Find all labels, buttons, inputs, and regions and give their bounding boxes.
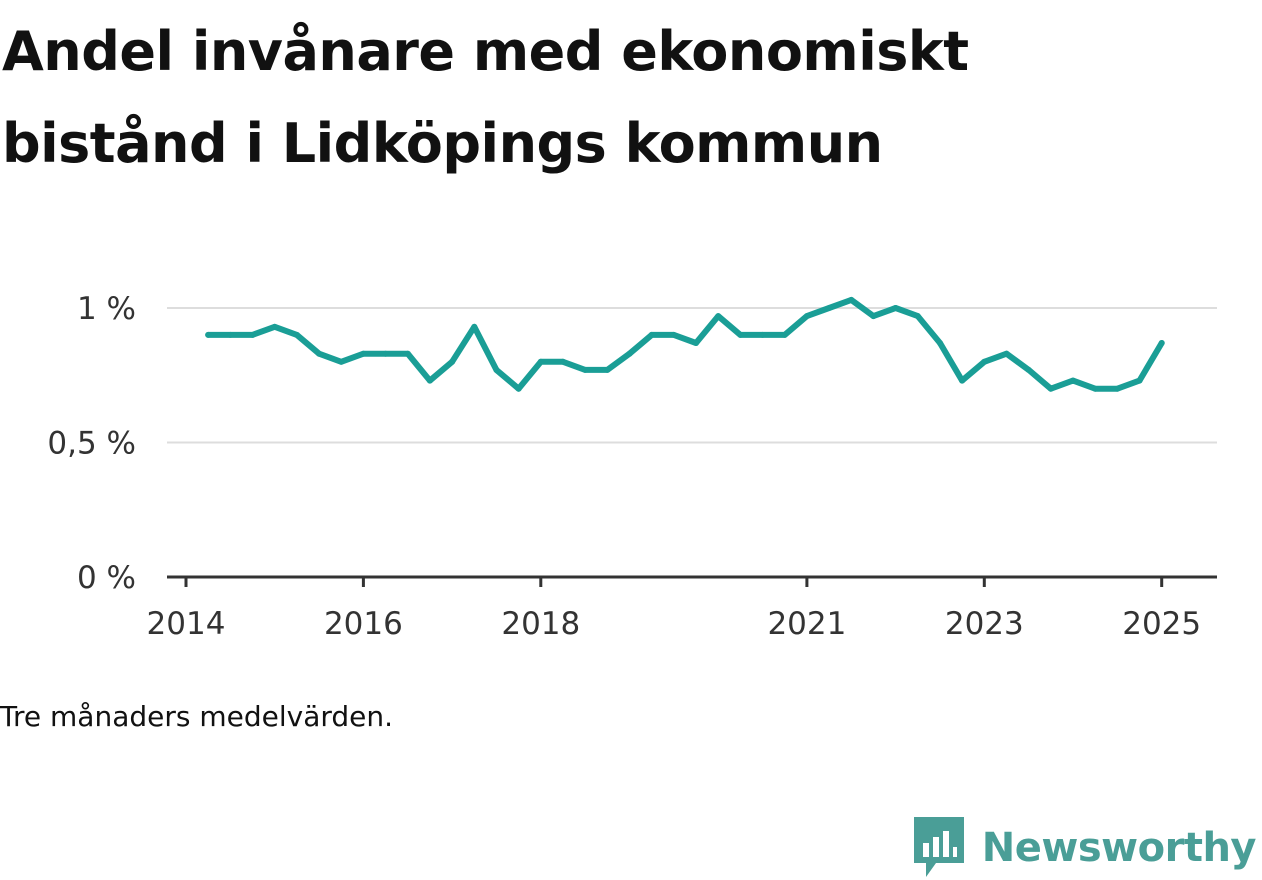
data-point bbox=[537, 358, 544, 365]
data-point bbox=[293, 331, 300, 338]
data-point bbox=[781, 331, 788, 338]
x-tick-label: 2016 bbox=[324, 606, 403, 642]
y-tick-label: 0,5 % bbox=[47, 426, 136, 462]
data-point bbox=[1114, 385, 1121, 392]
data-point bbox=[249, 331, 256, 338]
chart-title-line-1: Andel invånare med ekonomiskt bbox=[2, 20, 969, 83]
data-point bbox=[316, 350, 323, 357]
gridlines bbox=[167, 307, 1217, 444]
data-point bbox=[670, 331, 677, 338]
data-point bbox=[582, 366, 589, 373]
x-tick-label: 2018 bbox=[501, 606, 580, 642]
chart-title: Andel invånare med ekonomiskt bistånd i … bbox=[2, 6, 1202, 190]
data-point bbox=[914, 313, 921, 320]
data-point bbox=[803, 313, 810, 320]
x-axis-labels: 2014 2016 2018 2021 2023 2025 bbox=[147, 606, 1202, 642]
data-point bbox=[338, 358, 345, 365]
series-layer bbox=[205, 296, 1165, 392]
y-axis-labels: 0 % 0,5 % 1 % bbox=[47, 291, 136, 596]
data-point bbox=[848, 296, 855, 303]
series-line bbox=[205, 296, 1165, 392]
data-point bbox=[205, 331, 212, 338]
data-point bbox=[1025, 366, 1032, 373]
data-point bbox=[1158, 339, 1165, 346]
y-tick-label: 1 % bbox=[77, 291, 136, 327]
chart-note: Tre månaders medelvärden. bbox=[0, 700, 394, 733]
data-point bbox=[515, 385, 522, 392]
line-chart: 0 % 0,5 % 1 % 2014 2016 2018 2021 2023 2025 bbox=[47, 291, 1217, 642]
data-point bbox=[826, 305, 833, 311]
data-point bbox=[559, 358, 566, 365]
x-axis bbox=[167, 575, 1217, 587]
data-point bbox=[892, 305, 899, 311]
data-point bbox=[471, 323, 478, 330]
data-point bbox=[382, 350, 389, 357]
newsworthy-logo-icon bbox=[913, 817, 964, 877]
x-tick-label: 2021 bbox=[767, 606, 846, 642]
data-point bbox=[737, 331, 744, 338]
brand-name: Newsworthy bbox=[981, 825, 1257, 871]
data-point bbox=[1003, 350, 1010, 357]
data-point bbox=[1047, 385, 1054, 392]
data-point bbox=[360, 350, 367, 357]
x-tick-label: 2023 bbox=[945, 606, 1024, 642]
data-point bbox=[759, 331, 766, 338]
data-point bbox=[227, 331, 234, 338]
data-point bbox=[981, 358, 988, 365]
data-point bbox=[648, 331, 655, 338]
brand: Newsworthy bbox=[913, 816, 1257, 880]
data-point bbox=[693, 339, 700, 346]
y-tick-label: 0 % bbox=[77, 560, 136, 596]
data-point bbox=[715, 313, 722, 320]
data-point bbox=[404, 350, 411, 357]
data-point bbox=[271, 323, 278, 330]
data-point bbox=[1070, 377, 1076, 384]
x-tick-label: 2014 bbox=[147, 606, 226, 642]
data-point bbox=[426, 377, 433, 384]
data-point bbox=[870, 313, 877, 320]
chart-title-line-2: bistånd i Lidköpings kommun bbox=[2, 112, 883, 175]
data-point bbox=[936, 339, 943, 346]
data-point bbox=[959, 377, 966, 384]
x-tick-label: 2025 bbox=[1122, 606, 1201, 642]
data-point bbox=[449, 358, 456, 365]
data-point bbox=[604, 366, 611, 373]
data-point bbox=[493, 366, 500, 373]
data-point bbox=[1092, 385, 1099, 392]
data-point bbox=[1136, 377, 1143, 384]
data-point bbox=[626, 350, 633, 357]
